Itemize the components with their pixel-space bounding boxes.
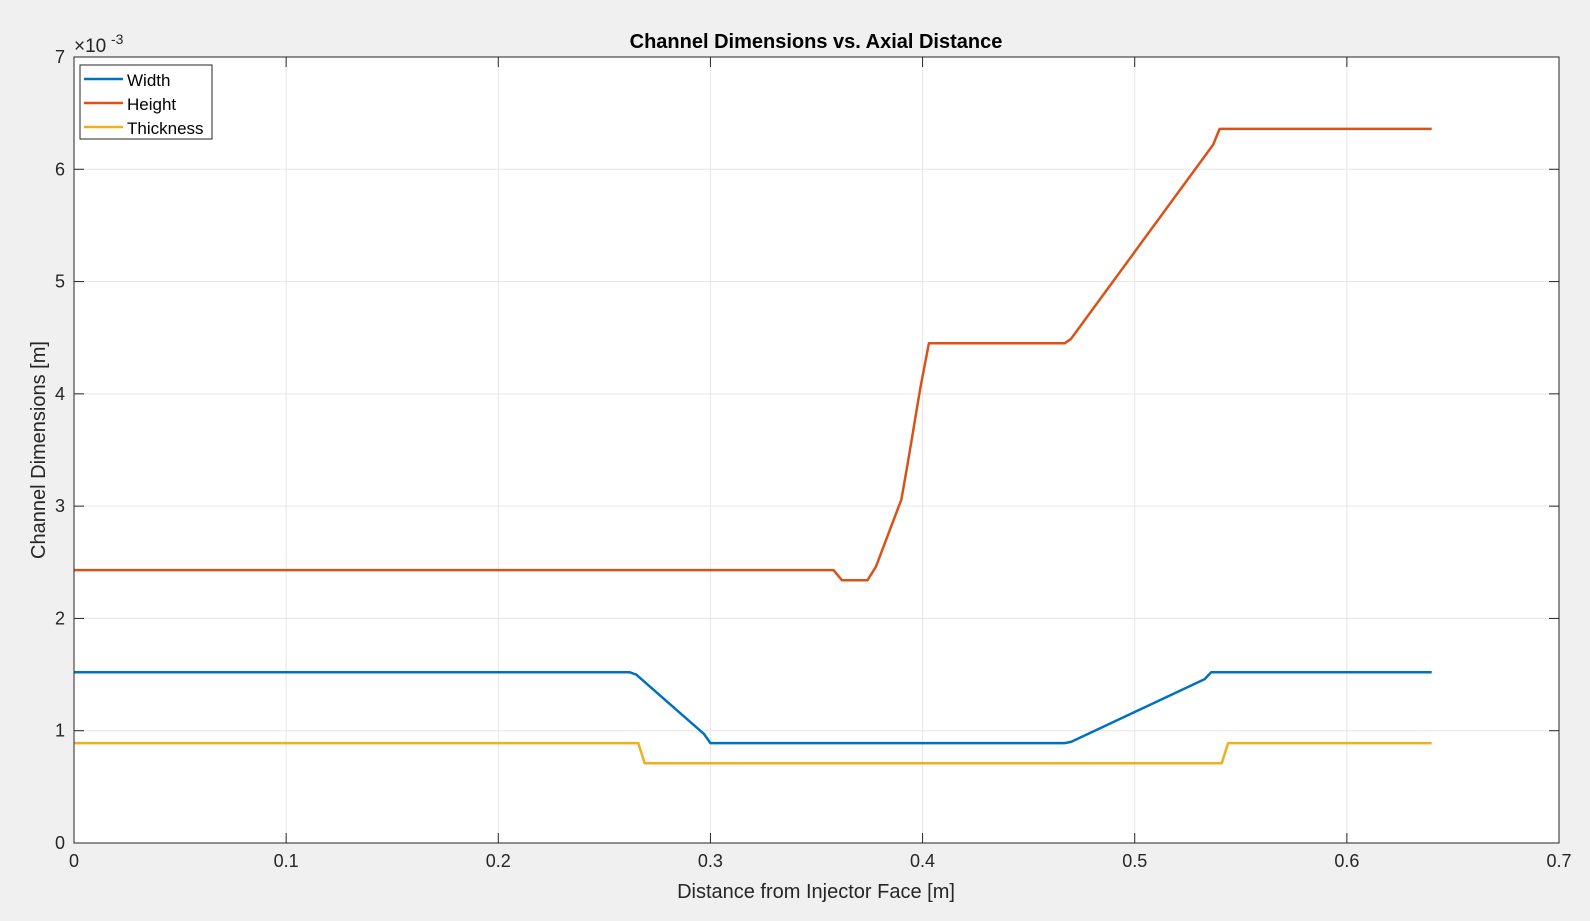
y-tick-label: 5 [55, 272, 65, 292]
legend-item-height: Height [84, 95, 176, 114]
series-lines [74, 127, 1432, 765]
legend-label-width: Width [127, 71, 170, 90]
y-axis-label: Channel Dimensions [m] [28, 341, 50, 559]
legend: Width Height Thickness [79, 64, 213, 140]
y-exponent-label: ×10 -3 [74, 31, 124, 57]
tick-labels: 0 0.1 0.2 0.3 0.4 0.5 0.6 0.7 0 1 2 3 4 5 6 7 [55, 47, 1572, 871]
x-tick-label: 0.4 [910, 851, 935, 871]
x-tick-label: 0.2 [486, 851, 511, 871]
legend-item-width: Width [84, 71, 170, 90]
y-tick-label: 3 [55, 496, 65, 516]
chart-title: Channel Dimensions vs. Axial Distance [630, 31, 1003, 53]
x-tick-label: 0.1 [274, 851, 299, 871]
y-tick-label: 0 [55, 833, 65, 853]
legend-label-height: Height [127, 95, 176, 114]
x-tick-label: 0.6 [1334, 851, 1359, 871]
x-axis-label: Distance from Injector Face [m] [677, 881, 955, 903]
legend-item-thickness: Thickness [84, 119, 204, 138]
ticks [73, 56, 1560, 844]
y-tick-label: 6 [55, 159, 65, 179]
series-line-width [74, 671, 1432, 745]
x-tick-label: 0.5 [1122, 851, 1147, 871]
y-exponent-power: -3 [111, 31, 124, 47]
plot-border [73, 56, 1560, 844]
y-exponent-base: ×10 [74, 36, 106, 57]
y-tick-label: 7 [55, 47, 65, 67]
y-tick-label: 1 [55, 721, 65, 741]
grid [74, 57, 1559, 843]
plot-area [74, 57, 1559, 843]
x-tick-label: 0.7 [1546, 851, 1571, 871]
y-tick-label: 4 [55, 384, 65, 404]
y-tick-label: 2 [55, 608, 65, 628]
x-tick-label: 0 [69, 851, 79, 871]
x-tick-label: 0.3 [698, 851, 723, 871]
legend-label-thickness: Thickness [127, 119, 204, 138]
series-line-height [74, 127, 1432, 582]
series-line-thickness [74, 741, 1432, 765]
